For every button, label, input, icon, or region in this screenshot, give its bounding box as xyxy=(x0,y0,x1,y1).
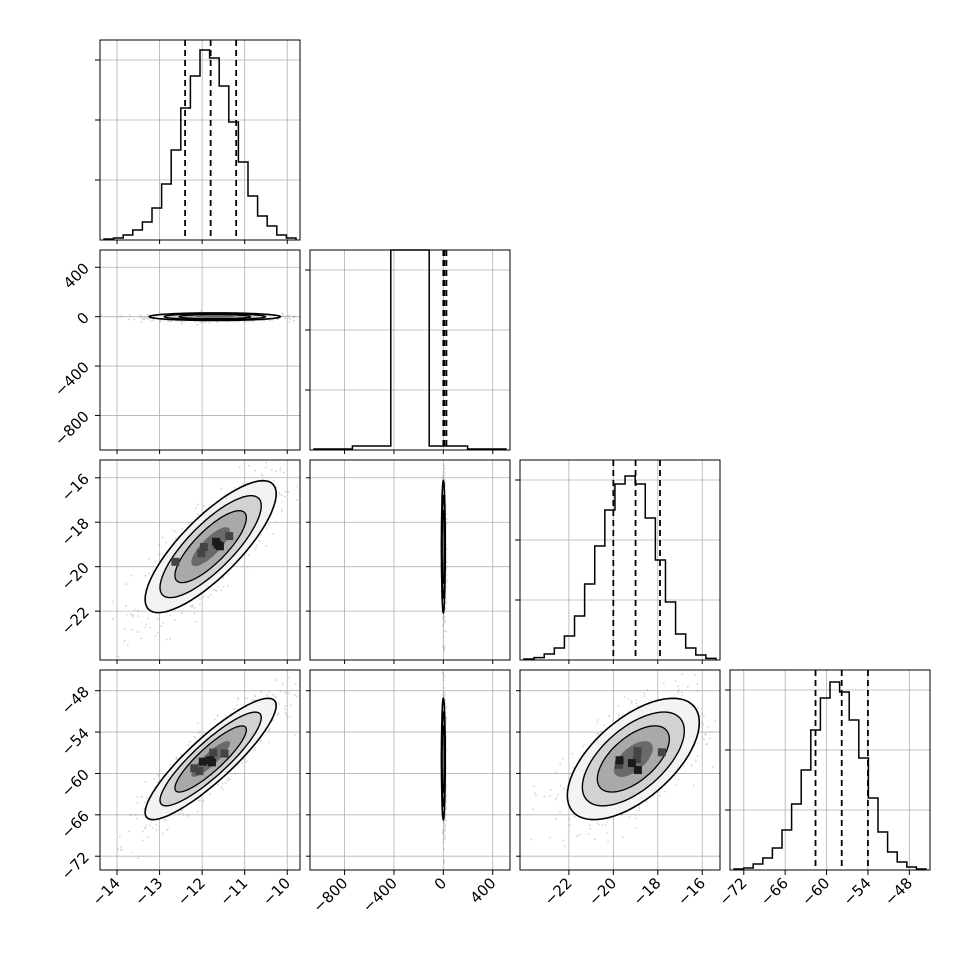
x-tick-label: −22 xyxy=(541,874,576,909)
density-peak xyxy=(199,542,208,551)
histogram-1 xyxy=(313,249,507,450)
x-tick-label: 0 xyxy=(431,874,450,893)
density-peak xyxy=(225,532,234,541)
pair-panel-3-2 xyxy=(519,669,721,871)
axes-frame xyxy=(519,459,721,661)
pair-panel-1-0 xyxy=(99,249,301,451)
axes-frame xyxy=(99,249,301,451)
pair-panel-3-1 xyxy=(309,669,511,871)
density-peak xyxy=(657,748,666,757)
density-contour xyxy=(442,527,444,567)
density-peak xyxy=(209,748,218,757)
x-tick-label: −66 xyxy=(757,874,792,909)
y-tick-label: −54 xyxy=(58,724,93,759)
hist-panel-1 xyxy=(305,249,511,451)
axes-frame xyxy=(99,459,301,661)
axes-frame xyxy=(99,39,301,241)
axes-frame xyxy=(729,669,931,871)
y-tick-label: −400 xyxy=(51,358,93,400)
y-tick-label: 400 xyxy=(60,259,93,292)
y-tick-label: 0 xyxy=(73,309,92,328)
y-tick-label: −22 xyxy=(58,603,93,638)
x-tick-label: −60 xyxy=(798,874,833,909)
y-tick-label: −66 xyxy=(58,807,93,842)
y-tick-label: −16 xyxy=(58,470,93,505)
pair-content xyxy=(440,464,449,652)
x-tick-label: −16 xyxy=(674,874,709,909)
x-tick-label: −72 xyxy=(716,874,751,909)
density-peak xyxy=(615,756,624,765)
x-tick-label: −800 xyxy=(310,874,352,916)
pair-panel-3-0 xyxy=(99,669,301,871)
y-tick-label: −60 xyxy=(58,766,93,801)
scatter-points xyxy=(112,461,300,658)
y-tick-label: −18 xyxy=(58,514,93,549)
density-peak xyxy=(197,549,206,558)
density-peak xyxy=(206,756,215,765)
density-peak xyxy=(627,759,636,768)
density-peak xyxy=(633,766,642,775)
pair-content xyxy=(440,672,448,864)
x-tick-label: −54 xyxy=(840,874,875,909)
density-peak xyxy=(220,749,229,758)
density-peak xyxy=(171,557,180,566)
pair-panel-2-0 xyxy=(99,459,301,661)
axes-frame xyxy=(519,669,721,871)
histogram-2 xyxy=(523,475,717,660)
axes-frame xyxy=(309,669,511,871)
x-tick-label: 400 xyxy=(467,874,500,907)
density-contour xyxy=(442,741,444,777)
pair-content xyxy=(530,673,717,847)
scatter-points xyxy=(530,673,717,847)
axes-frame xyxy=(309,459,511,661)
density-peak xyxy=(632,755,641,764)
density-peak xyxy=(633,747,642,756)
pair-content xyxy=(100,310,296,326)
density-peak xyxy=(215,542,224,551)
x-tick-label: −13 xyxy=(131,874,166,909)
density-peak xyxy=(195,767,204,776)
x-tick-label: −48 xyxy=(881,874,916,909)
pair-panel-2-1 xyxy=(309,459,511,661)
axes-frame xyxy=(309,249,511,451)
hist-panel-3 xyxy=(725,669,931,871)
x-tick-label: −10 xyxy=(259,874,294,909)
density-contour xyxy=(195,315,235,318)
x-tick-label: −400 xyxy=(359,874,401,916)
pair-content xyxy=(112,461,300,658)
density-peak xyxy=(212,537,221,546)
histogram-3 xyxy=(733,681,927,870)
y-tick-label: −48 xyxy=(58,683,93,718)
x-tick-label: −14 xyxy=(89,874,124,909)
density-peak xyxy=(614,760,623,769)
x-tick-label: −18 xyxy=(629,874,664,909)
x-tick-label: −11 xyxy=(216,874,251,909)
axes-frame xyxy=(99,669,301,871)
y-tick-label: −20 xyxy=(58,559,93,594)
x-tick-label: −12 xyxy=(174,874,209,909)
density-peak xyxy=(190,764,199,773)
histogram-0 xyxy=(103,49,297,240)
pair-content xyxy=(117,676,300,859)
hist-panel-0 xyxy=(95,39,301,241)
y-tick-label: −72 xyxy=(58,848,93,883)
y-tick-label: −800 xyxy=(51,408,93,450)
hist-panel-2 xyxy=(515,459,721,661)
density-peak xyxy=(198,757,207,766)
x-tick-label: −20 xyxy=(585,874,620,909)
